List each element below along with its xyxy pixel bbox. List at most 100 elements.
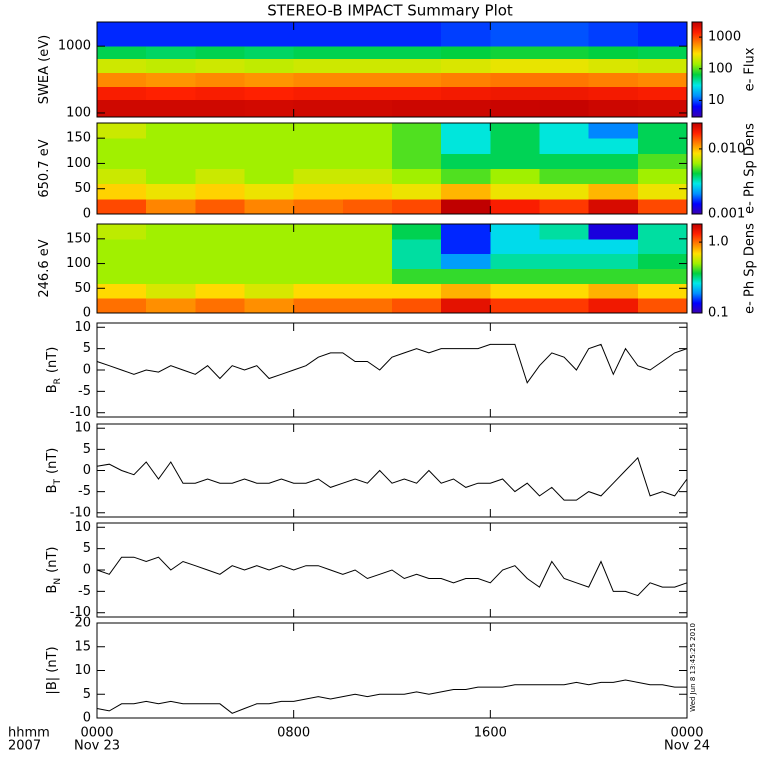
heatmap-cell [97, 183, 147, 200]
heatmap-cell [392, 99, 442, 118]
heatmap-cell [146, 198, 196, 215]
panel-frame [96, 322, 688, 418]
heatmap-cell [97, 298, 147, 314]
heatmap-cell [490, 253, 540, 269]
heatmap-cell [539, 183, 590, 200]
heatmap-cell [539, 138, 590, 154]
heatmap-cell [637, 99, 688, 118]
heatmap-cell [490, 99, 540, 118]
y-axis-label-unit: (nT) [45, 547, 60, 573]
y-axis-label-unit: (nT) [45, 347, 60, 373]
heatmap-cell [441, 253, 491, 269]
heatmap-cell [392, 268, 442, 284]
heatmap-cell [244, 123, 295, 139]
heatmap-cell [342, 268, 393, 284]
heatmap-cell [392, 183, 442, 200]
heatmap-cell [392, 138, 442, 154]
heatmap-cell [539, 123, 590, 139]
y-tick-label: 5 [83, 442, 91, 457]
heatmap-cell [97, 238, 147, 255]
heatmap-cell [293, 268, 344, 284]
heatmap-cell [293, 168, 344, 185]
y-tick-label: -10 [70, 605, 91, 620]
y-tick-label: 5 [83, 341, 91, 356]
heatmap-cell [342, 183, 393, 200]
heatmap-cell [441, 198, 491, 215]
heatmap-cell [146, 224, 196, 240]
colorbar-tick-label: 0.001 [708, 207, 745, 222]
heatmap-cell [244, 58, 295, 74]
heatmap-cell [539, 198, 590, 215]
y-tick-label: 100 [66, 105, 91, 120]
y-axis-label: 650.7 eV [37, 139, 52, 197]
heatmap-cell [293, 123, 344, 139]
heatmap-cell [195, 46, 245, 60]
heatmap-cell [97, 99, 147, 118]
y-axis-label-subscript: T [53, 478, 63, 485]
heatmap-cell [244, 153, 295, 169]
y-tick-label: 1000 [58, 39, 91, 54]
heatmap-cell [293, 58, 344, 74]
heatmap-cell [539, 253, 590, 269]
colorbar-label: e- Ph Sp Dens [743, 223, 758, 314]
y-axis-label-text: B [45, 585, 60, 594]
heatmap-cell [539, 224, 590, 240]
heatmap-cell [441, 99, 491, 118]
heatmap-cell [588, 298, 639, 314]
heatmap-cell [293, 72, 344, 87]
heatmap-cell [195, 153, 245, 169]
y-tick-label: 0 [83, 306, 91, 321]
heatmap-cell [637, 138, 688, 154]
heatmap-cell [490, 46, 540, 60]
heatmap-cell [637, 46, 688, 60]
heatmap-cell [588, 46, 639, 60]
heatmap-cell [342, 238, 393, 255]
colorbar [691, 223, 703, 314]
heatmap-cell [97, 46, 147, 60]
x-tick-date: Nov 23 [74, 739, 120, 754]
heatmap-cell [588, 268, 639, 284]
heatmap-cell [392, 58, 442, 74]
heatmap-cell [195, 198, 245, 215]
timestamp: Wed Jun 8 13:45:25 2010 [689, 623, 697, 712]
heatmap-cell [293, 46, 344, 60]
heatmap-cell [342, 153, 393, 169]
heatmap-cell [588, 183, 639, 200]
heatmap-cell [637, 283, 688, 299]
heatmap-cell [539, 72, 590, 87]
heatmap-cell [392, 153, 442, 169]
heatmap-cell [293, 183, 344, 200]
y-axis-label-text: B [45, 484, 60, 493]
heatmap-cell [588, 238, 639, 255]
heatmap-cell [97, 153, 147, 169]
heatmap-cell [146, 268, 196, 284]
heatmap-cell [342, 22, 393, 47]
heatmap-cell [490, 198, 540, 215]
colorbar-tick-label: 0.010 [708, 141, 745, 156]
heatmap-cell [293, 86, 344, 100]
y-tick-label: 50 [74, 181, 91, 196]
y-tick-label: 20 [74, 616, 91, 631]
y-axis-label: BR (nT) [45, 347, 63, 394]
heatmap-cell [97, 123, 147, 139]
heatmap-cell [342, 198, 393, 215]
heatmap-cell [342, 298, 393, 314]
heatmap-cell [195, 72, 245, 87]
heatmap-cell [392, 253, 442, 269]
heatmap-cell [195, 86, 245, 100]
heatmap-cell [195, 238, 245, 255]
heatmap-cell [146, 298, 196, 314]
colorbar-tick-label: 0.1 [708, 306, 729, 321]
heatmap-cell [146, 58, 196, 74]
heatmap-cell [637, 72, 688, 87]
heatmap-cell [244, 183, 295, 200]
heatmap-cell [97, 22, 147, 47]
y-axis-label: SWEA (eV) [37, 35, 52, 104]
heatmap-cell [342, 283, 393, 299]
heatmap-cell [97, 72, 147, 87]
y-axis-label: BT (nT) [45, 448, 63, 494]
colorbar [691, 122, 703, 215]
data-line [96, 343, 688, 384]
y-axis-label-text: 246.6 eV [37, 239, 52, 297]
y-axis-label-subscript: R [53, 378, 63, 384]
